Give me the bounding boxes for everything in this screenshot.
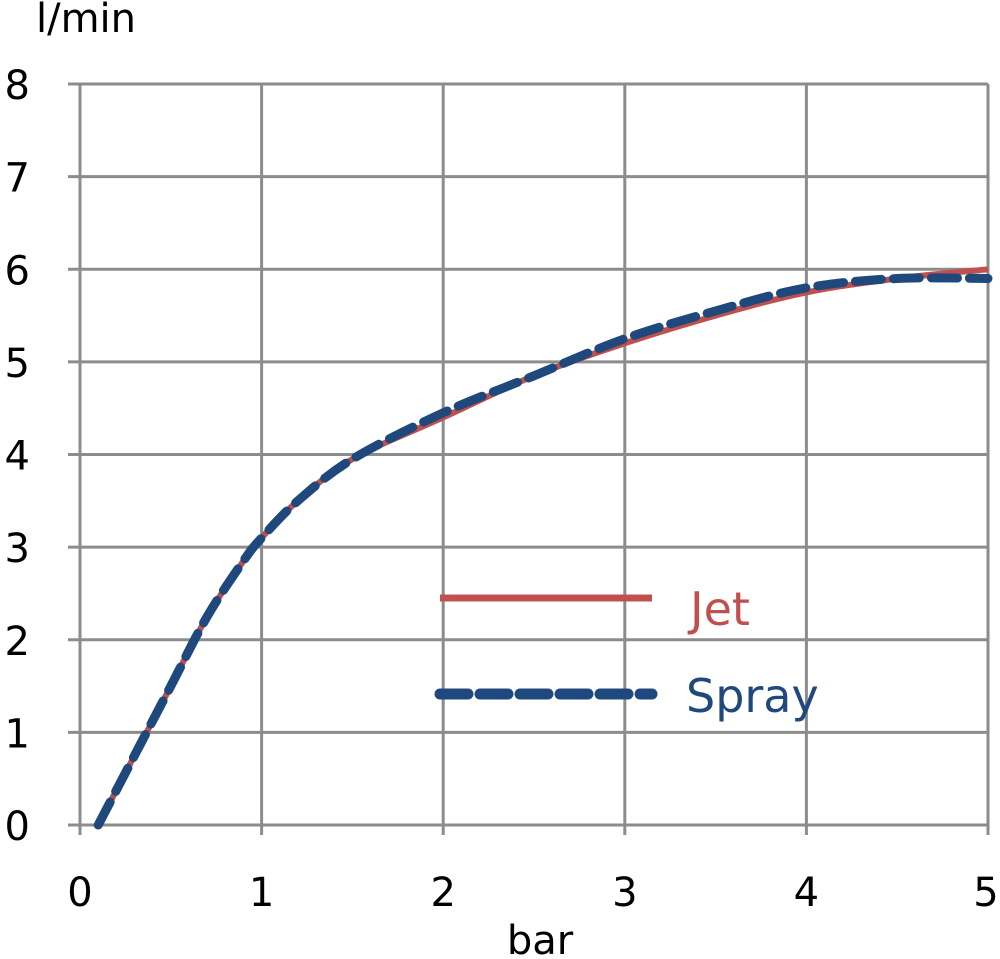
y-tick-label: 0 <box>5 804 30 850</box>
x-tick-label: 5 <box>973 870 998 916</box>
y-axis-label: l/min <box>36 0 136 42</box>
y-tick-label: 5 <box>5 341 30 387</box>
series-layer <box>93 266 993 830</box>
legend-label-jet: Jet <box>687 582 750 636</box>
y-tick-label: 8 <box>5 63 30 109</box>
y-tick-label: 2 <box>5 619 30 665</box>
y-tick-label: 1 <box>5 711 30 757</box>
y-tick-label: 6 <box>5 248 30 294</box>
x-tick-label: 2 <box>430 870 455 916</box>
x-tick-label: 4 <box>794 870 819 916</box>
grid <box>68 82 990 835</box>
legend: Jet Spray <box>434 582 819 723</box>
y-tick-label: 7 <box>5 156 30 202</box>
x-axis-label: bar <box>507 918 574 959</box>
y-tick-label: 3 <box>5 526 30 572</box>
series-line-spray <box>93 273 993 830</box>
legend-label-spray: Spray <box>686 669 819 723</box>
y-tick-label: 4 <box>5 434 30 480</box>
x-tick-label: 1 <box>249 870 274 916</box>
x-tick-label: 0 <box>67 870 92 916</box>
x-tick-label: 3 <box>612 870 637 916</box>
tick-labels: 0 1 2 3 4 5 0 1 2 3 4 5 6 7 8 <box>5 63 999 916</box>
